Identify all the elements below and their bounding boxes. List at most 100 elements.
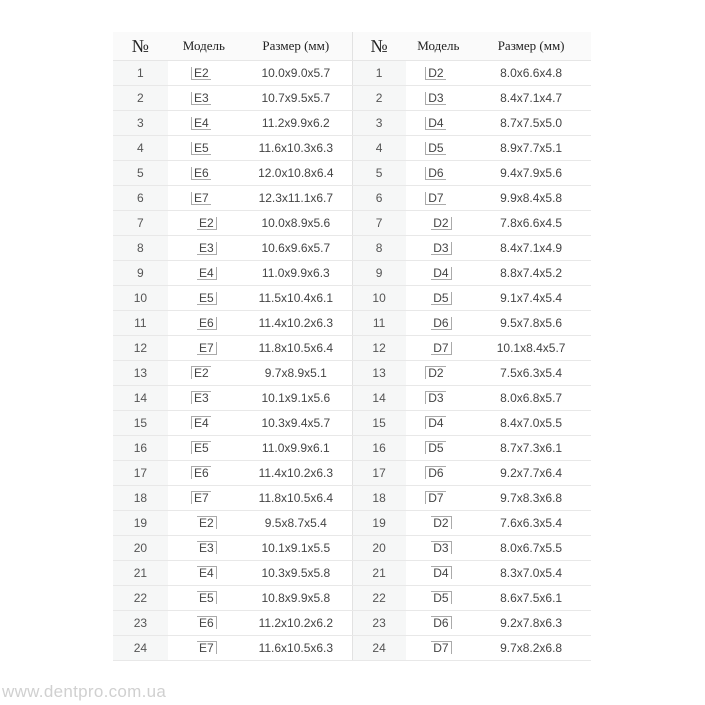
row-number-d: 16 xyxy=(351,435,406,461)
size-e: 11.4x10.2x6.3 xyxy=(239,460,353,486)
size-d: 9.9x8.4x5.8 xyxy=(471,185,591,211)
table-row: 14 E3 10.1x9.1x5.6 14 D3 8.0x6.8x5.7 xyxy=(113,385,591,411)
model-e: E2 xyxy=(167,60,240,86)
model-quadrant-label: E6 xyxy=(191,167,211,180)
row-number-d: 20 xyxy=(351,535,406,561)
size-d: 8.3x7.0x5.4 xyxy=(471,560,591,586)
row-number-e: 19 xyxy=(113,510,168,536)
row-number-e: 1 xyxy=(113,60,168,86)
table-row: 11 E6 11.4x10.2x6.3 11 D6 9.5x7.8x5.6 xyxy=(113,310,591,336)
size-e: 10.8x9.9x5.8 xyxy=(239,585,353,611)
header-number-d: № xyxy=(351,32,406,61)
size-e: 12.3x11.1x6.7 xyxy=(239,185,353,211)
model-e: E3 xyxy=(167,85,240,111)
model-d: D7 xyxy=(405,335,472,361)
size-d: 9.2x7.8x6.3 xyxy=(471,610,591,636)
model-quadrant-label: E2 xyxy=(191,67,211,80)
model-e: E3 xyxy=(167,535,240,561)
size-e: 11.4x10.2x6.3 xyxy=(239,310,353,336)
table-row: 6 E7 12.3x11.1x6.7 6 D7 9.9x8.4x5.8 xyxy=(113,185,591,211)
model-quadrant-label: D3 xyxy=(425,391,446,404)
row-number-d: 4 xyxy=(351,135,406,161)
size-e: 11.5x10.4x6.1 xyxy=(239,285,353,311)
row-number-e: 14 xyxy=(113,385,168,411)
row-number-d: 12 xyxy=(351,335,406,361)
size-e: 11.0x9.9x6.1 xyxy=(239,435,353,461)
size-d: 8.9x7.7x5.1 xyxy=(471,135,591,161)
size-e: 10.1x9.1x5.6 xyxy=(239,385,353,411)
model-quadrant-label: E5 xyxy=(191,142,211,155)
row-number-e: 15 xyxy=(113,410,168,436)
table-row: 9 E4 11.0x9.9x6.3 9 D4 8.8x7.4x5.2 xyxy=(113,260,591,286)
model-quadrant-label: E6 xyxy=(197,616,217,629)
table-row: 22 E5 10.8x9.9x5.8 22 D5 8.6x7.5x6.1 xyxy=(113,585,591,611)
model-d: D3 xyxy=(405,535,472,561)
row-number-d: 14 xyxy=(351,385,406,411)
row-number-e: 18 xyxy=(113,485,168,511)
model-quadrant-label: E7 xyxy=(191,491,211,504)
size-e: 11.0x9.9x6.3 xyxy=(239,260,353,286)
model-e: E2 xyxy=(167,210,240,236)
table-row: 23 E6 11.2x10.2x6.2 23 D6 9.2x7.8x6.3 xyxy=(113,610,591,636)
model-quadrant-label: D6 xyxy=(425,167,446,180)
size-d: 8.8x7.4x5.2 xyxy=(471,260,591,286)
model-d: D5 xyxy=(405,585,472,611)
row-number-e: 23 xyxy=(113,610,168,636)
model-e: E6 xyxy=(167,610,240,636)
size-d: 8.4x7.0x5.5 xyxy=(471,410,591,436)
size-e: 11.6x10.5x6.3 xyxy=(239,635,353,661)
size-e: 10.6x9.6x5.7 xyxy=(239,235,353,261)
size-d: 8.4x7.1x4.7 xyxy=(471,85,591,111)
model-quadrant-label: E4 xyxy=(197,566,217,579)
model-quadrant-label: D3 xyxy=(431,242,452,255)
model-quadrant-label: E5 xyxy=(197,591,217,604)
row-number-d: 18 xyxy=(351,485,406,511)
size-d: 8.7x7.3x6.1 xyxy=(471,435,591,461)
row-number-e: 6 xyxy=(113,185,168,211)
size-d: 9.7x8.3x6.8 xyxy=(471,485,591,511)
row-number-d: 24 xyxy=(351,635,406,661)
row-number-d: 9 xyxy=(351,260,406,286)
size-d: 9.1x7.4x5.4 xyxy=(471,285,591,311)
model-e: E7 xyxy=(167,485,240,511)
model-d: D6 xyxy=(405,610,472,636)
model-e: E2 xyxy=(167,510,240,536)
model-e: E7 xyxy=(167,635,240,661)
model-quadrant-label: E3 xyxy=(191,391,211,404)
table-row: 12 E7 11.8x10.5x6.4 12 D7 10.1x8.4x5.7 xyxy=(113,335,591,361)
model-quadrant-label: D5 xyxy=(431,591,452,604)
model-quadrant-label: D7 xyxy=(425,192,446,205)
model-e: E5 xyxy=(167,135,240,161)
row-number-e: 24 xyxy=(113,635,168,661)
model-quadrant-label: D6 xyxy=(425,466,446,479)
table-row: 19 E2 9.5x8.7x5.4 19 D2 7.6x6.3x5.4 xyxy=(113,510,591,536)
model-d: D6 xyxy=(405,310,472,336)
model-quadrant-label: E3 xyxy=(197,541,217,554)
size-e: 11.8x10.5x6.4 xyxy=(239,485,353,511)
model-quadrant-label: E2 xyxy=(197,217,217,230)
table-row: 21 E4 10.3x9.5x5.8 21 D4 8.3x7.0x5.4 xyxy=(113,560,591,586)
table-row: 18 E7 11.8x10.5x6.4 18 D7 9.7x8.3x6.8 xyxy=(113,485,591,511)
size-e: 10.7x9.5x5.7 xyxy=(239,85,353,111)
row-number-d: 15 xyxy=(351,410,406,436)
row-number-e: 11 xyxy=(113,310,168,336)
model-e: E4 xyxy=(167,260,240,286)
model-e: E4 xyxy=(167,110,240,136)
row-number-d: 8 xyxy=(351,235,406,261)
table-row: 8 E3 10.6x9.6x5.7 8 D3 8.4x7.1x4.9 xyxy=(113,235,591,261)
model-e: E7 xyxy=(167,335,240,361)
model-quadrant-label: E4 xyxy=(191,117,211,130)
model-quadrant-label: E7 xyxy=(197,342,217,355)
row-number-d: 19 xyxy=(351,510,406,536)
model-quadrant-label: D4 xyxy=(425,117,446,130)
model-e: E5 xyxy=(167,585,240,611)
table-row: 2 E3 10.7x9.5x5.7 2 D3 8.4x7.1x4.7 xyxy=(113,85,591,111)
model-e: E4 xyxy=(167,410,240,436)
size-e: 10.0x8.9x5.6 xyxy=(239,210,353,236)
size-e: 10.1x9.1x5.5 xyxy=(239,535,353,561)
row-number-d: 11 xyxy=(351,310,406,336)
header-model-d: Модель xyxy=(405,32,472,61)
model-d: D2 xyxy=(405,510,472,536)
model-quadrant-label: D4 xyxy=(431,267,452,280)
row-number-e: 13 xyxy=(113,360,168,386)
